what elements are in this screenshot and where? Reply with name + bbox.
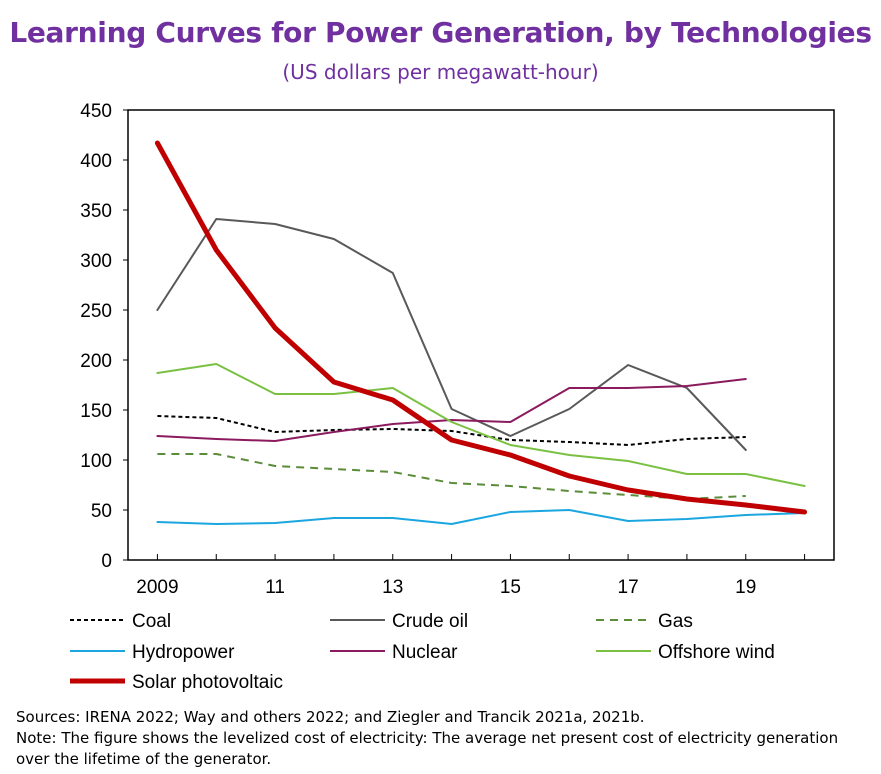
y-tick-label: 50 [91, 501, 112, 522]
legend-label-crude-oil: Crude oil [392, 611, 468, 632]
series-line-offshore-wind [156, 363, 806, 487]
y-tick-label: 100 [80, 451, 112, 472]
y-tick-label: 350 [80, 201, 112, 222]
sources-note: Sources: IRENA 2022; Way and others 2022… [16, 708, 645, 726]
legend-label-gas: Gas [658, 611, 693, 632]
legend-label-coal: Coal [132, 611, 171, 632]
y-tick-label: 0 [101, 551, 112, 572]
chart-canvas: 0 50 100 150 200 250 300 350 400 450 2009 11 13 15 17 1… [70, 101, 835, 693]
series-line-gas [157, 453, 746, 500]
x-tick-label: 19 [735, 577, 756, 598]
chart-subtitle: (US dollars per megawatt-hour) [282, 60, 599, 84]
legend-label-hydropower: Hydropower [132, 642, 235, 663]
series-line-crude-oil [156, 218, 747, 451]
series-line-hydropower [156, 509, 806, 525]
series-line-nuclear [156, 378, 747, 442]
x-tick-label: 13 [382, 577, 403, 598]
legend: Coal Crude oil Gas Hydropower Nuclear Offshor… [70, 611, 775, 693]
y-tick-label: 150 [80, 401, 112, 422]
y-tick-label: 400 [80, 151, 112, 172]
series-line-solar-photovoltaic [154, 140, 808, 515]
legend-label-solar-photovoltaic: Solar photovoltaic [132, 672, 283, 693]
y-tick-label: 300 [80, 251, 112, 272]
axes: 0 50 100 150 200 250 300 350 400 450 2009 11 13 15 17 1… [80, 101, 835, 598]
plot-frame [127, 109, 835, 561]
legend-label-offshore-wind: Offshore wind [658, 642, 775, 663]
x-tick-label: 15 [500, 577, 521, 598]
y-tick-label: 450 [80, 101, 112, 122]
chart-title: Learning Curves for Power Generation, by… [9, 16, 872, 49]
y-tick-label: 250 [80, 301, 112, 322]
x-tick-label: 11 [265, 577, 285, 598]
series-line-coal [157, 415, 746, 446]
legend-label-nuclear: Nuclear [392, 642, 458, 663]
plot-area [154, 140, 808, 525]
x-tick-label: 2009 [136, 577, 178, 598]
y-tick-label: 200 [80, 351, 112, 372]
explanatory-note: Note: The figure shows the levelized cos… [16, 729, 839, 768]
x-tick-label: 17 [618, 577, 639, 598]
